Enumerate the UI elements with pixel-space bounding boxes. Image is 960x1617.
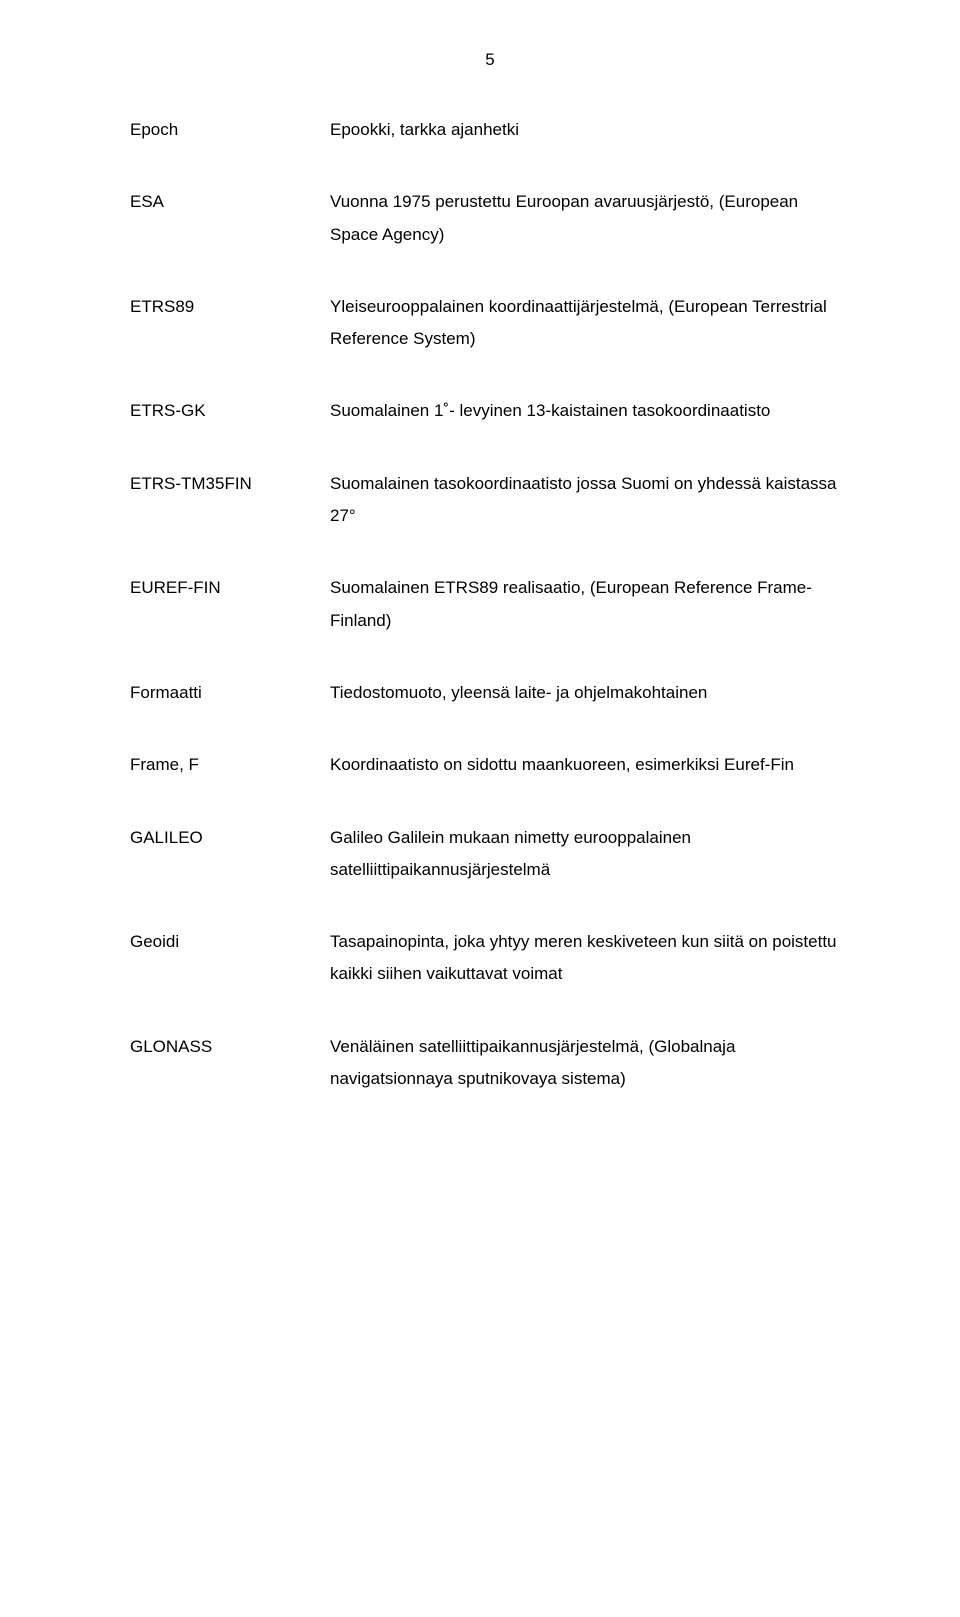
glossary-entry: ESA Vuonna 1975 perustettu Euroopan avar… xyxy=(130,186,850,251)
glossary-definition: Suomalainen ETRS89 realisaatio, (Europea… xyxy=(330,572,850,637)
glossary-definition: Tasapainopinta, joka yhtyy meren keskive… xyxy=(330,926,850,991)
glossary-entry: Geoidi Tasapainopinta, joka yhtyy meren … xyxy=(130,926,850,991)
glossary-entry: GLONASS Venäläinen satelliittipaikannusj… xyxy=(130,1031,850,1096)
glossary-definition: Venäläinen satelliittipaikannusjärjestel… xyxy=(330,1031,850,1096)
glossary-term: ETRS-GK xyxy=(130,395,330,427)
glossary-definition: Galileo Galilein mukaan nimetty eurooppa… xyxy=(330,822,850,887)
glossary-entry: Formaatti Tiedostomuoto, yleensä laite- … xyxy=(130,677,850,709)
glossary-entry: Epoch Epookki, tarkka ajanhetki xyxy=(130,114,850,146)
document-page: 5 Epoch Epookki, tarkka ajanhetki ESA Vu… xyxy=(0,0,960,1617)
glossary-term: EUREF-FIN xyxy=(130,572,330,637)
glossary-entry: Frame, F Koordinaatisto on sidottu maank… xyxy=(130,749,850,781)
glossary-entry: EUREF-FIN Suomalainen ETRS89 realisaatio… xyxy=(130,572,850,637)
glossary-definition: Tiedostomuoto, yleensä laite- ja ohjelma… xyxy=(330,677,850,709)
glossary-term: Epoch xyxy=(130,114,330,146)
glossary-entry: ETRS89 Yleiseurooppalainen koordinaattij… xyxy=(130,291,850,356)
glossary-definition: Koordinaatisto on sidottu maankuoreen, e… xyxy=(330,749,850,781)
glossary-term: Formaatti xyxy=(130,677,330,709)
glossary-definition: Yleiseurooppalainen koordinaattijärjeste… xyxy=(330,291,850,356)
glossary-definition: Suomalainen tasokoordinaatisto jossa Suo… xyxy=(330,468,850,533)
glossary-entry: ETRS-TM35FIN Suomalainen tasokoordinaati… xyxy=(130,468,850,533)
glossary-term: GALILEO xyxy=(130,822,330,887)
glossary-definition: Suomalainen 1˚- levyinen 13-kaistainen t… xyxy=(330,395,850,427)
glossary-term: GLONASS xyxy=(130,1031,330,1096)
glossary-definition: Epookki, tarkka ajanhetki xyxy=(330,114,850,146)
page-number: 5 xyxy=(130,50,850,70)
glossary-term: ESA xyxy=(130,186,330,251)
glossary-term: ETRS89 xyxy=(130,291,330,356)
glossary-term: Geoidi xyxy=(130,926,330,991)
glossary-term: Frame, F xyxy=(130,749,330,781)
glossary-term: ETRS-TM35FIN xyxy=(130,468,330,533)
glossary-entry: GALILEO Galileo Galilein mukaan nimetty … xyxy=(130,822,850,887)
glossary-definition: Vuonna 1975 perustettu Euroopan avaruusj… xyxy=(330,186,850,251)
glossary-entry: ETRS-GK Suomalainen 1˚- levyinen 13-kais… xyxy=(130,395,850,427)
